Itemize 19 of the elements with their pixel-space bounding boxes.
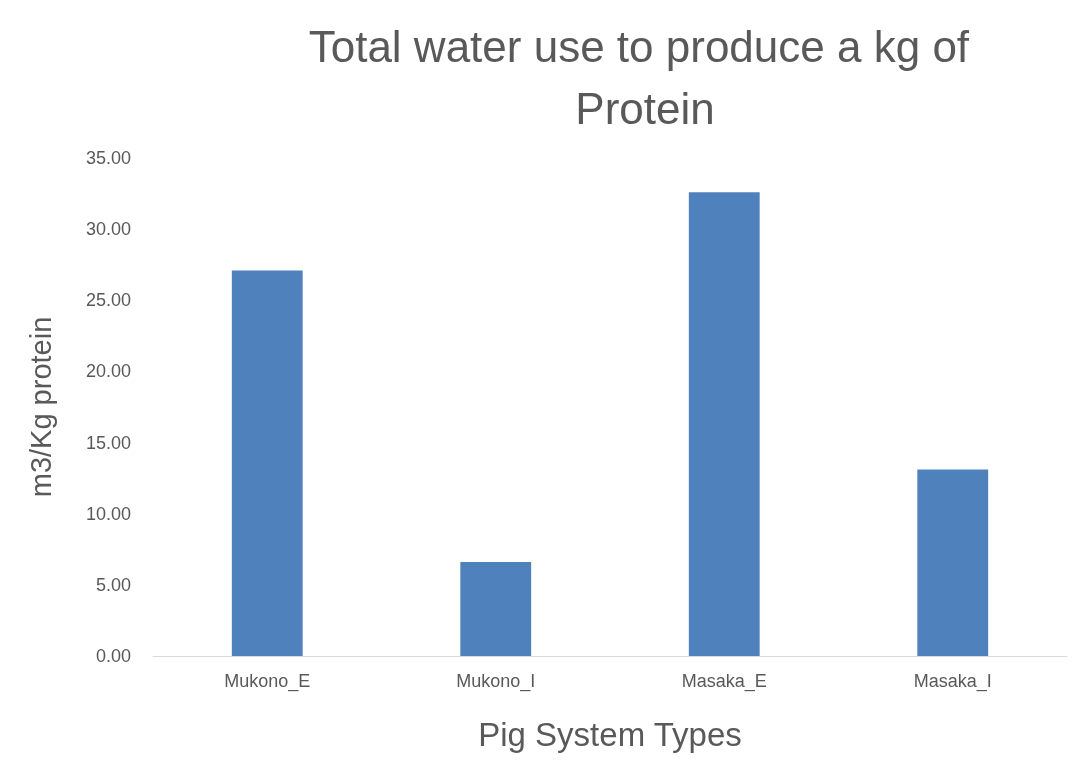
y-tick-label: 5.00 <box>95 574 131 595</box>
y-tick-label: 20.00 <box>85 361 131 382</box>
y-tick-label: 25.00 <box>85 290 131 311</box>
y-tick-label: 0.00 <box>95 646 131 666</box>
x-tick-label: Mukono_I <box>456 671 536 692</box>
x-axis-title: Pig System Types <box>478 716 742 753</box>
bar <box>231 270 303 656</box>
bar <box>917 469 989 656</box>
x-tick-label: Masaka_I <box>913 671 992 692</box>
chart-title: Total water use to produce a kg of Protein <box>308 21 982 133</box>
y-axis-title: m3/Kg protein <box>24 316 57 498</box>
y-tick-label: 30.00 <box>85 219 131 240</box>
x-tick-label: Mukono_E <box>224 671 311 692</box>
bar <box>688 192 760 656</box>
bar <box>460 562 532 656</box>
y-tick-label: 10.00 <box>85 503 131 524</box>
y-tick-label: 15.00 <box>85 432 131 453</box>
y-tick-label: 35.00 <box>85 148 131 168</box>
x-tick-label: Masaka_E <box>681 671 767 692</box>
